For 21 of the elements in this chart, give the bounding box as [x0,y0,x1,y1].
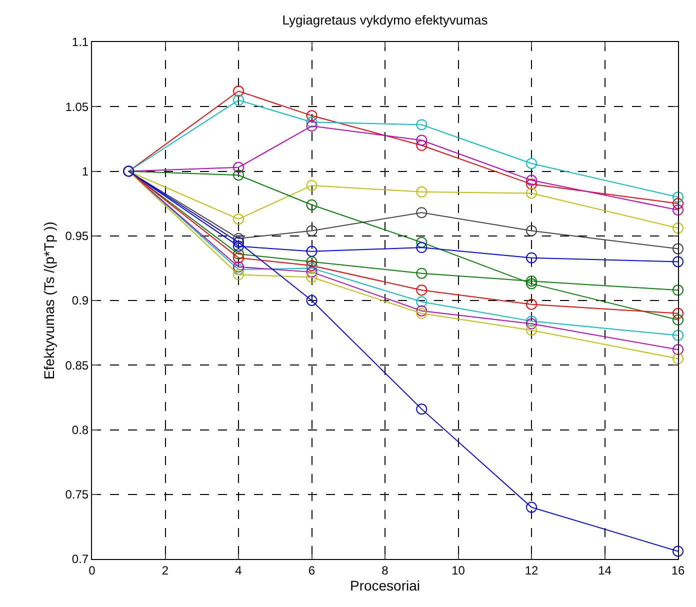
y-tick-label: 1.05 [65,100,89,114]
x-tick-label: 8 [382,563,389,578]
x-tick-label: 6 [308,563,316,578]
y-axis-title: Efektyvumas (Ts /(p*Tp )) [41,222,57,380]
y-tick-label: 0.75 [65,488,89,502]
x-tick-label: 4 [235,563,242,578]
y-tick-label: 1.1 [72,35,89,50]
x-tick-label: 2 [162,563,169,578]
x-tick-label: 12 [524,563,538,578]
x-tick-label: 14 [598,563,612,578]
y-tick-label: 0.9 [72,294,89,308]
x-tick-label: 10 [452,563,466,578]
y-tick-label: 0.8 [72,422,89,437]
x-tick-label: 0 [88,563,96,578]
y-tick-label: 0.7 [72,552,89,566]
y-tick-label: 0.95 [65,229,89,244]
x-axis-title: Procesoriai [350,577,420,594]
y-tick-label: 0.85 [65,358,89,372]
y-tick-label: 1 [82,164,89,178]
x-tick-label: 16 [671,563,685,578]
chart-title: Lygiagretaus vykdymo efektyvumas [282,12,488,28]
